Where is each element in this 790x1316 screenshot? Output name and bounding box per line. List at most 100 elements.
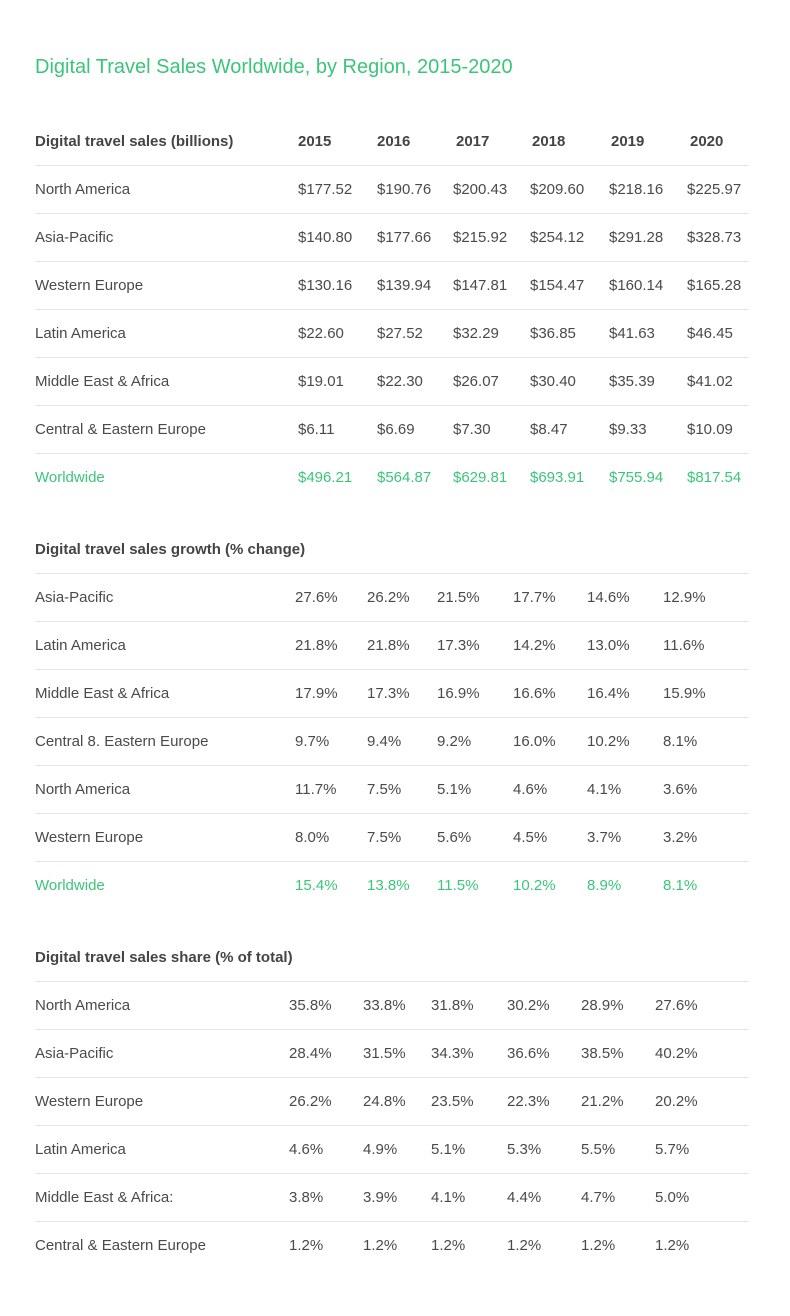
row-label: North America [35,997,131,1014]
table-cell: $26.07 [453,373,499,390]
table-cell: 8.1% [663,877,698,894]
table-cell: $693.91 [530,469,585,486]
table-row: Asia-Pacific 27.6% 26.2% 21.5% 17.7% 14.6% 12.… [35,574,749,622]
row-label: Middle East & Africa: [35,1189,174,1206]
table-cell: 7.5% [367,781,402,798]
table-cell: 13.8% [367,877,410,894]
row-label: Latin America [35,1141,126,1158]
table-cell: 17.7% [513,589,556,606]
table-cell: 1.2% [507,1237,542,1254]
table-cell: 9.7% [295,733,330,750]
total-row: Worldwide 15.4% 13.8% 11.5% 10.2% 8.9% 8.1% [35,862,749,910]
table-cell: 8.1% [663,733,698,750]
table-cell: 3.2% [663,829,698,846]
table-cell: 1.2% [431,1237,466,1254]
table-cell: $328.73 [687,229,742,246]
table-title: Digital travel sales growth (% change) [35,526,749,574]
table-cell: 22.3% [507,1093,550,1110]
table-cell: 5.5% [581,1141,616,1158]
table-cell: 28.4% [289,1045,332,1062]
row-label: Western Europe [35,829,144,846]
table-cell: 33.8% [363,997,406,1014]
table-cell: $817.54 [687,469,742,486]
table-cell: 1.2% [289,1237,324,1254]
table-cell: $496.21 [298,469,353,486]
table-row: Central 8. Eastern Europe 9.7% 9.4% 9.2% 16.… [35,718,749,766]
table-cell: 26.2% [289,1093,332,1110]
table-row: Latin America 21.8% 21.8% 17.3% 14.2% 13.0% 11… [35,622,749,670]
row-label: Asia-Pacific [35,589,114,606]
table-cell: $177.66 [377,229,432,246]
table-cell: $755.94 [609,469,664,486]
table-title: Digital travel sales share (% of total) [35,934,749,982]
table-cell: 14.6% [587,589,630,606]
table-cell: 5.0% [655,1189,690,1206]
table-row: North America 11.7% 7.5% 5.1% 4.6% 4.1% 3.6% [35,766,749,814]
table-cell: 5.1% [437,781,472,798]
table-row: Middle East & Africa $19.01 $22.30 $26.07 $3… [35,358,749,406]
table-cell: $139.94 [377,277,432,294]
table-cell: 11.6% [663,637,705,654]
table-cell: $6.69 [377,421,415,438]
table-row: Middle East & Africa: 3.8% 3.9% 4.1% 4.4% 4.7… [35,1174,749,1222]
table-cell: 40.2% [655,1045,698,1062]
row-label: Middle East & Africa [35,373,170,390]
table-cell: $190.76 [377,181,432,198]
table-cell: 4.5% [513,829,548,846]
table-cell: $291.28 [609,229,664,246]
table-cell: 35.8% [289,997,332,1014]
table-cell: 12.9% [663,589,706,606]
table-cell: $46.45 [687,325,733,342]
table-cell: $154.47 [530,277,585,294]
column-header-2017: 2017 [456,133,490,150]
page-title: Digital Travel Sales Worldwide, by Regio… [35,56,513,78]
table-cell: 4.9% [363,1141,398,1158]
table-cell: 9.2% [437,733,472,750]
table-cell: 14.2% [513,637,556,654]
table-cell: $41.63 [609,325,655,342]
table-cell: 3.6% [663,781,698,798]
table-row: Latin America $22.60 $27.52 $32.29 $36.85 $41… [35,310,749,358]
table-row: Asia-Pacific $140.80 $177.66 $215.92 $254.12… [35,214,749,262]
column-header-2016: 2016 [377,133,411,150]
table-cell: 5.6% [437,829,472,846]
table-cell: 1.2% [581,1237,616,1254]
column-header-2020: 2020 [690,133,724,150]
row-label: Worldwide [35,469,105,486]
row-label: Latin America [35,637,126,654]
table-cell: 15.9% [663,685,706,702]
table-cell: 1.2% [655,1237,690,1254]
total-row: Worldwide $496.21 $564.87 $629.81 $693.91 $75… [35,454,749,502]
table-cell: 11.5% [437,877,479,894]
table-cell: $41.02 [687,373,733,390]
table-cell: 17.9% [295,685,338,702]
table-cell: $10.09 [687,421,733,438]
table-row: Central & Eastern Europe $6.11 $6.69 $7.30 $… [35,406,749,454]
row-label: Central & Eastern Europe [35,421,206,438]
table-cell: $32.29 [453,325,499,342]
table-cell: 17.3% [437,637,480,654]
row-label: Middle East & Africa [35,685,170,702]
table-cell: 27.6% [295,589,338,606]
row-label: Western Europe [35,277,144,294]
row-label: North America [35,181,131,198]
table-row: North America 35.8% 33.8% 31.8% 30.2% 28.9% 27… [35,982,749,1030]
table-cell: 24.8% [363,1093,406,1110]
table-cell: 21.2% [581,1093,624,1110]
table-cell: 16.9% [437,685,480,702]
table-cell: 15.4% [295,877,338,894]
row-label: Central 8. Eastern Europe [35,733,209,750]
row-label: Central & Eastern Europe [35,1237,206,1254]
column-header-2015: 2015 [298,133,332,150]
table-cell: 38.5% [581,1045,624,1062]
table-cell: 3.9% [363,1189,398,1206]
table-cell: 16.4% [587,685,630,702]
table-row: Middle East & Africa 17.9% 17.3% 16.9% 16.6%… [35,670,749,718]
table-cell: $19.01 [298,373,344,390]
table-cell: 20.2% [655,1093,698,1110]
table-cell: $27.52 [377,325,423,342]
table-cell: 4.6% [289,1141,324,1158]
table-cell: 4.6% [513,781,548,798]
table-cell: $254.12 [530,229,585,246]
table-cell: $7.30 [453,421,491,438]
